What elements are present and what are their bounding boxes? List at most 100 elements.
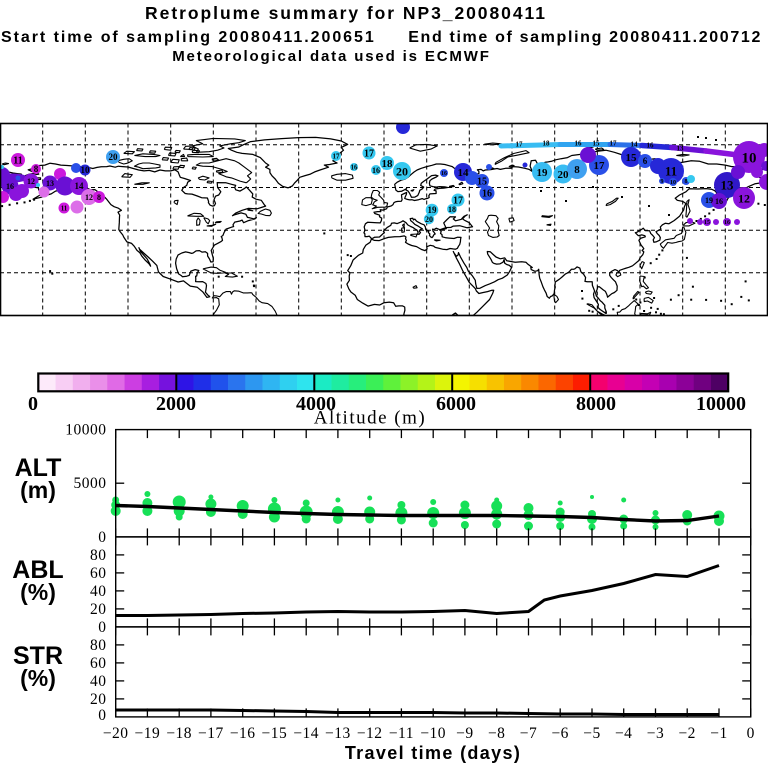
svg-text:14: 14 [631,141,639,149]
svg-text:Meteorological data used is EC: Meteorological data used is ECMWF [172,48,491,65]
svg-text:9: 9 [661,179,664,185]
svg-text:Retroplume summary for NP3_200: Retroplume summary for NP3_20080411 [145,3,547,23]
svg-text:80: 80 [90,637,107,654]
svg-text:17: 17 [610,140,618,148]
svg-text:ALT: ALT [15,454,62,482]
svg-text:−2: −2 [678,725,696,742]
svg-text:−10: −10 [420,725,446,742]
svg-text:15: 15 [593,140,601,148]
svg-text:80: 80 [90,547,107,564]
svg-text:8: 8 [97,193,101,202]
svg-text:15: 15 [477,177,487,188]
svg-text:6000: 6000 [436,393,476,415]
svg-text:16: 16 [351,164,359,172]
svg-text:12: 12 [27,177,35,186]
svg-text:−3: −3 [647,725,665,742]
svg-text:17: 17 [516,141,524,149]
svg-text:8: 8 [574,164,580,176]
svg-text:0: 0 [98,529,106,546]
svg-text:40: 40 [90,673,107,690]
svg-text:4000: 4000 [296,393,336,415]
svg-text:11: 11 [665,164,677,179]
svg-text:15: 15 [704,220,710,226]
svg-text:16: 16 [575,140,583,148]
svg-text:18: 18 [543,140,551,148]
svg-text:16: 16 [372,166,380,175]
svg-text:20: 20 [425,215,433,224]
svg-text:17: 17 [594,160,606,172]
svg-text:0: 0 [98,707,106,724]
svg-text:19: 19 [428,205,438,215]
svg-text:5000: 5000 [74,475,107,492]
svg-text:10: 10 [742,150,757,166]
svg-text:(m): (m) [20,477,56,503]
svg-text:End time of sampling 20080411.: End time of sampling 20080411.200712 [408,29,762,46]
svg-text:18: 18 [448,205,456,214]
svg-text:17: 17 [364,149,374,160]
svg-text:19: 19 [537,167,549,179]
svg-text:10: 10 [670,180,676,186]
svg-text:−14: −14 [293,725,319,742]
svg-text:16: 16 [715,197,723,206]
svg-text:Travel time (days): Travel time (days) [345,743,521,763]
svg-text:10: 10 [81,165,91,175]
svg-text:−18: −18 [166,725,192,742]
svg-text:8: 8 [685,179,688,185]
svg-text:(%): (%) [20,665,56,691]
svg-text:−16: −16 [230,725,256,742]
svg-text:14: 14 [75,181,85,191]
svg-text:16: 16 [6,182,14,191]
svg-text:−12: −12 [357,725,383,742]
svg-text:0: 0 [747,725,755,742]
svg-text:2000: 2000 [156,393,196,415]
svg-text:STR: STR [13,642,63,670]
svg-text:−6: −6 [551,725,569,742]
svg-text:−5: −5 [583,725,601,742]
svg-text:−1: −1 [710,725,728,742]
svg-text:19: 19 [705,196,713,205]
svg-text:−13: −13 [325,725,351,742]
svg-text:11: 11 [13,156,22,167]
svg-text:−15: −15 [262,725,288,742]
svg-text:20: 20 [558,169,570,181]
svg-text:20: 20 [90,601,107,618]
svg-text:Altitude (m): Altitude (m) [314,408,426,429]
svg-text:20: 20 [109,152,119,162]
svg-text:16: 16 [647,142,655,150]
svg-text:13: 13 [677,145,685,153]
svg-text:17: 17 [453,196,463,207]
svg-text:20: 20 [396,164,408,178]
svg-text:11: 11 [61,205,68,213]
svg-text:6: 6 [643,156,648,166]
svg-text:8: 8 [34,164,39,174]
svg-text:0: 0 [28,393,38,415]
svg-text:17: 17 [333,153,341,161]
svg-text:13: 13 [46,179,54,188]
svg-text:ABL: ABL [12,556,63,584]
svg-text:60: 60 [90,655,107,672]
svg-text:15: 15 [626,152,638,164]
svg-text:−4: −4 [615,725,633,742]
svg-text:8000: 8000 [576,393,616,415]
svg-text:16: 16 [724,220,730,226]
svg-text:−7: −7 [520,725,538,742]
svg-text:−20: −20 [103,725,129,742]
svg-text:14: 14 [458,167,470,179]
svg-text:0: 0 [98,619,106,636]
svg-text:40: 40 [90,583,107,600]
svg-text:18: 18 [382,158,394,170]
svg-text:10000: 10000 [696,393,746,415]
svg-text:20: 20 [90,691,107,708]
svg-text:16: 16 [441,171,447,177]
svg-text:(%): (%) [20,579,56,605]
svg-text:Start time of sampling 2008041: Start time of sampling 20080411.200651 [1,29,376,46]
svg-text:−8: −8 [488,725,506,742]
svg-text:−19: −19 [135,725,161,742]
svg-text:12: 12 [85,193,93,202]
svg-text:−9: −9 [456,725,474,742]
svg-text:−17: −17 [198,725,224,742]
svg-text:13: 13 [721,178,735,193]
svg-text:60: 60 [90,565,107,582]
svg-text:10000: 10000 [65,422,106,439]
svg-text:16: 16 [482,189,492,200]
